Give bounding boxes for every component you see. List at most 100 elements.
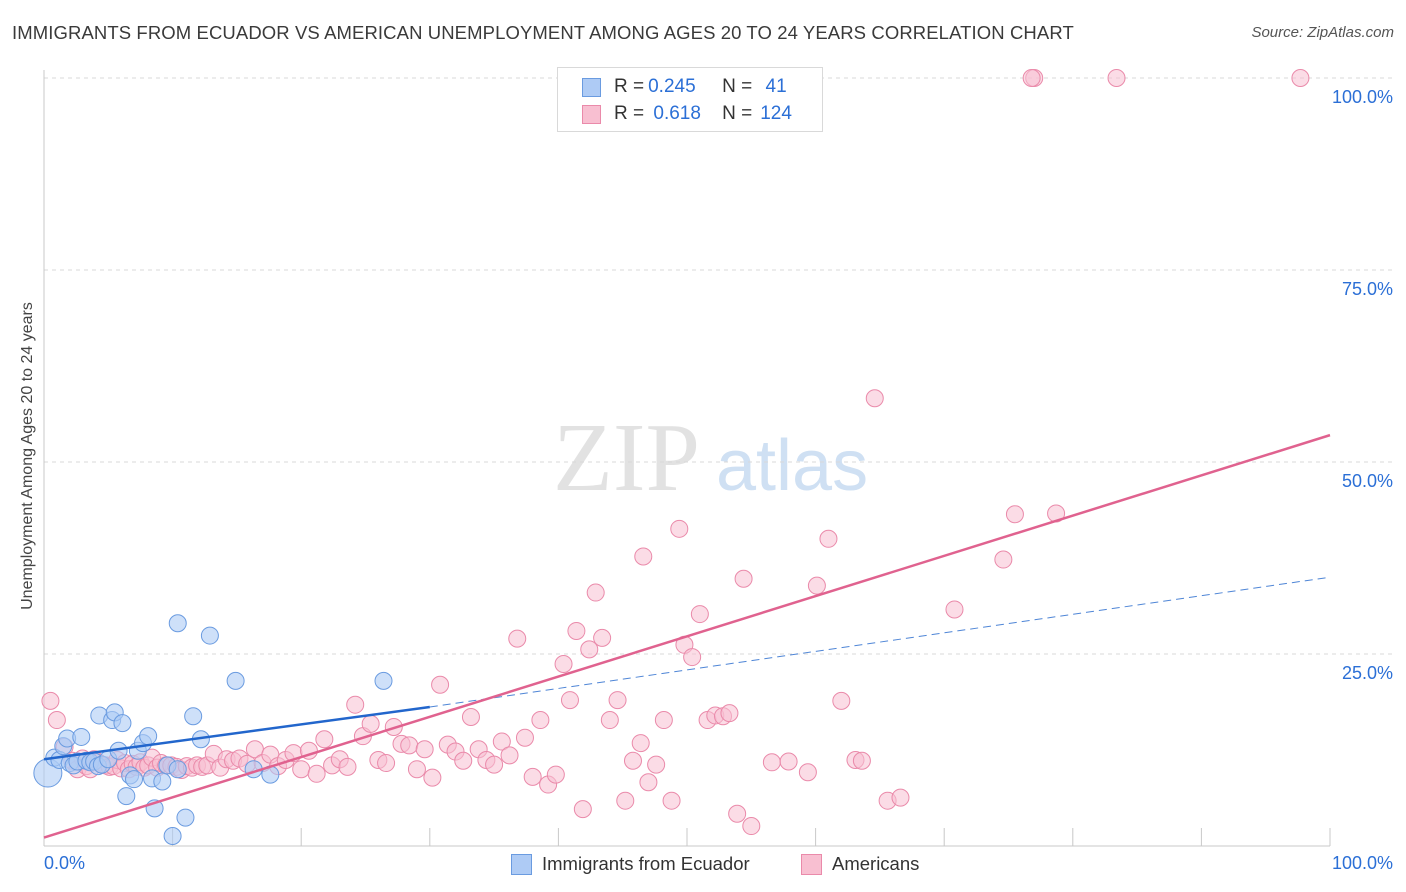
americans-point <box>623 751 642 770</box>
ecuador-trend-line <box>43 705 430 761</box>
americans-point <box>523 767 542 786</box>
americans-point <box>407 760 426 779</box>
americans-point <box>662 791 681 810</box>
x-tick-label: 0.0% <box>44 853 85 873</box>
americans-point <box>560 691 579 710</box>
americans-point <box>819 529 838 548</box>
americans-point <box>865 389 884 408</box>
americans-point <box>292 760 311 779</box>
americans-r-label: R = <box>614 103 645 124</box>
americans-point <box>423 768 442 787</box>
ecuador-point <box>176 808 195 827</box>
ecuador-points <box>33 614 393 846</box>
americans-swatch <box>582 104 601 124</box>
americans-point <box>315 730 334 749</box>
ecuador-n-value: 41 <box>760 76 787 97</box>
americans-point <box>546 765 565 784</box>
watermark: ZIP atlas <box>553 404 868 512</box>
americans-point <box>762 753 781 772</box>
axes <box>43 70 1331 847</box>
americans-point <box>492 732 511 751</box>
americans-point <box>377 754 396 773</box>
americans-point <box>361 714 380 733</box>
americans-point <box>1005 505 1024 524</box>
americans-point <box>852 751 871 770</box>
watermark-atlas: atlas <box>716 426 868 506</box>
y-tick-label: 25.0% <box>1342 663 1393 683</box>
watermark-zip: ZIP <box>553 404 700 512</box>
americans-point <box>634 547 653 566</box>
americans-point <box>415 740 434 759</box>
americans-point <box>567 621 586 640</box>
tick-labels: 25.0% 50.0% 75.0% 100.0% 0.0% 100.0% <box>44 87 1393 873</box>
y-tick-label: 75.0% <box>1342 279 1393 299</box>
ecuador-point <box>72 727 91 746</box>
ecuador-n-label: N = <box>722 76 753 97</box>
americans-point <box>1107 69 1126 87</box>
americans-point <box>945 600 964 619</box>
legend-item-americans[interactable]: Americans <box>801 853 919 875</box>
americans-point <box>807 576 826 595</box>
ecuador-r-label: R = <box>614 76 645 97</box>
ecuador-trend-extension <box>429 576 1331 708</box>
americans-point <box>639 773 658 792</box>
americans-point <box>832 691 851 710</box>
ecuador-point <box>153 772 172 791</box>
americans-point <box>500 746 519 765</box>
americans-point <box>41 691 60 710</box>
chart-title: IMMIGRANTS FROM ECUADOR VS AMERICAN UNEM… <box>12 22 1074 43</box>
grid-lines <box>44 77 1392 655</box>
americans-point <box>573 800 592 819</box>
americans-point <box>728 804 747 823</box>
y-tick-label: 50.0% <box>1342 471 1393 491</box>
ecuador-point <box>184 707 203 726</box>
ecuador-point <box>139 727 158 746</box>
americans-point <box>891 788 910 807</box>
americans-point <box>654 711 673 730</box>
americans-point <box>798 763 817 782</box>
americans-point <box>1022 69 1041 87</box>
americans-point <box>734 569 753 588</box>
legend-ecuador-label: Immigrants from Ecuador <box>542 853 750 874</box>
americans-trend-line <box>43 433 1331 839</box>
ecuador-swatch <box>582 77 601 97</box>
americans-point <box>531 711 550 730</box>
ecuador-point <box>113 714 132 733</box>
legend-row-ecuador: R = 0.245 N = 41 <box>558 73 787 101</box>
americans-point <box>47 711 66 730</box>
y-tick-label: 100.0% <box>1332 87 1393 107</box>
americans-point <box>647 755 666 774</box>
legend-americans-label: Americans <box>832 853 920 874</box>
americans-n-value: 124 <box>760 103 792 124</box>
americans-points <box>41 69 1310 836</box>
ecuador-point <box>168 760 187 779</box>
americans-point <box>608 691 627 710</box>
americans-point <box>307 764 326 783</box>
americans-point <box>631 734 650 753</box>
americans-point <box>515 728 534 747</box>
americans-point <box>690 605 709 624</box>
americans-point <box>994 550 1013 569</box>
americans-point <box>779 752 798 771</box>
correlation-legend: R = 0.245 N = 41 R = 0.618 N = 124 <box>557 67 823 132</box>
ecuador-point <box>125 770 144 789</box>
americans-r-value: 0.618 <box>648 103 701 124</box>
americans-point <box>346 695 365 714</box>
americans-point <box>400 736 419 755</box>
americans-point <box>600 711 619 730</box>
legend-item-ecuador[interactable]: Immigrants from Ecuador <box>511 853 750 875</box>
americans-point <box>1291 69 1310 87</box>
ecuador-point <box>374 671 393 690</box>
americans-point <box>338 757 357 776</box>
americans-point <box>580 640 599 659</box>
americans-point <box>670 519 689 538</box>
ecuador-point <box>117 787 136 806</box>
americans-point <box>720 704 739 723</box>
americans-point <box>431 675 450 694</box>
americans-point <box>508 629 527 648</box>
ecuador-point <box>163 827 182 846</box>
ecuador-point <box>200 626 219 645</box>
americans-point <box>616 791 635 810</box>
ecuador-point <box>226 671 245 690</box>
